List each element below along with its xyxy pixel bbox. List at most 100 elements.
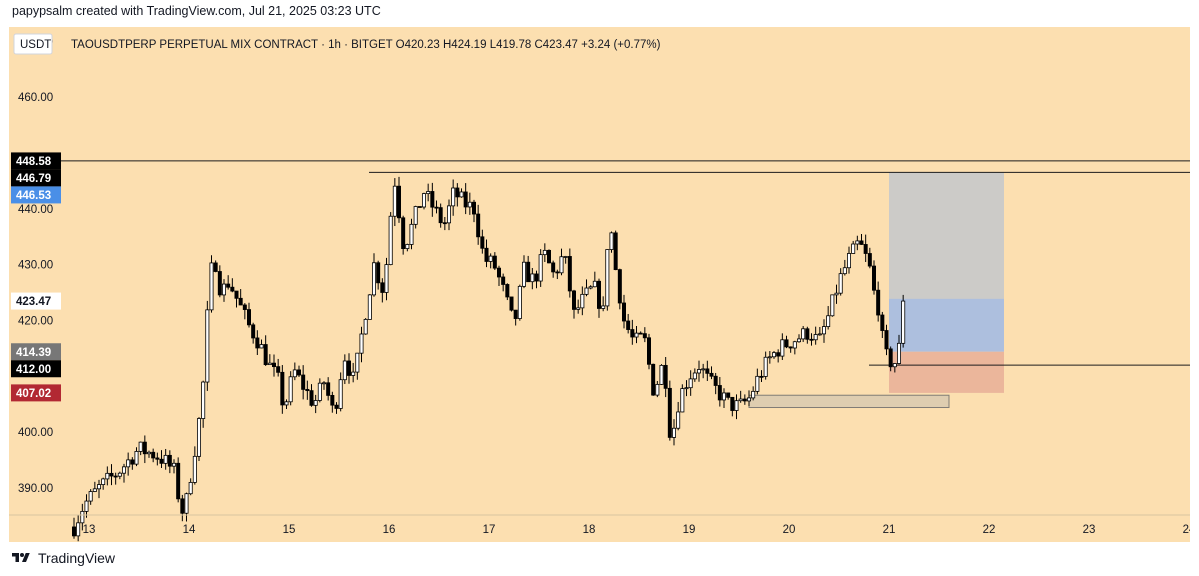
candle-up xyxy=(80,510,85,524)
candle-down xyxy=(230,286,235,292)
candle-down xyxy=(251,324,256,339)
chart-credit: papypsalm created with TradingView.com, … xyxy=(12,4,381,18)
candle-up xyxy=(126,459,131,468)
candle-down xyxy=(434,206,439,209)
candle-up xyxy=(409,223,414,245)
candle-up xyxy=(655,384,660,396)
candle-up xyxy=(351,371,356,376)
candle-up xyxy=(851,243,856,254)
candle-up xyxy=(609,232,614,250)
candle-down xyxy=(484,247,489,262)
candle-up xyxy=(196,418,201,457)
candle-up xyxy=(817,333,822,336)
candle-down xyxy=(788,346,793,349)
price-tag-446.79 xyxy=(11,169,61,187)
price-tick-label: 460.00 xyxy=(18,92,53,104)
candle-down xyxy=(647,337,652,365)
candle-down xyxy=(255,337,260,349)
candle-down xyxy=(705,368,710,374)
candle-up xyxy=(672,427,677,438)
candle-down xyxy=(113,475,118,478)
candle-down xyxy=(471,201,476,215)
chart-header: USDT TAOUSDTPERP PERPETUAL MIX CONTRACT … xyxy=(13,33,661,55)
chart-area[interactable]: 470.00460.00440.00430.00420.00400.00390.… xyxy=(9,27,1190,542)
candle-up xyxy=(763,356,768,377)
price-tag-412.00 xyxy=(11,360,61,378)
candle-up xyxy=(834,292,839,296)
candle-down xyxy=(709,372,714,377)
tradingview-logo-icon xyxy=(12,553,30,562)
candle-up xyxy=(138,441,143,452)
candle-up xyxy=(842,267,847,275)
candle-up xyxy=(88,491,93,502)
candle-up xyxy=(459,191,464,198)
candle-up xyxy=(171,462,176,467)
candle-down xyxy=(159,458,164,464)
candle-up xyxy=(797,338,802,343)
candle-down xyxy=(888,348,893,368)
candle-down xyxy=(417,206,422,208)
price-tag-label: 423.47 xyxy=(16,296,51,308)
candle-down xyxy=(213,262,218,272)
candle-up xyxy=(467,201,472,208)
candle-down xyxy=(296,369,301,376)
time-tick-label: 13 xyxy=(83,524,96,536)
exchange: BITGET xyxy=(351,39,393,51)
candle-down xyxy=(613,232,618,271)
candle-up xyxy=(421,193,426,208)
candle-up xyxy=(313,400,318,406)
candle-down xyxy=(305,388,310,392)
candle-up xyxy=(697,369,702,374)
candle-up xyxy=(826,315,831,328)
price-chart[interactable]: 470.00460.00440.00430.00420.00400.00390.… xyxy=(9,27,1190,542)
candle-up xyxy=(388,215,393,266)
currency-label-box[interactable] xyxy=(13,33,53,55)
candle-up xyxy=(734,400,739,411)
candle-up xyxy=(530,273,535,283)
candle-up xyxy=(338,379,343,409)
candle-down xyxy=(380,282,385,293)
candle-down xyxy=(805,328,810,340)
candle-up xyxy=(367,294,372,320)
candle-up xyxy=(838,273,843,294)
candle-up xyxy=(76,522,81,537)
candle-up xyxy=(659,364,664,385)
candle-up xyxy=(901,300,906,344)
candle-down xyxy=(713,375,718,386)
candle-up xyxy=(413,206,418,225)
candle-up xyxy=(371,262,376,296)
time-tick-label: 21 xyxy=(883,524,896,536)
candle-down xyxy=(276,366,281,373)
candle-down xyxy=(876,289,881,316)
candle-down xyxy=(555,271,560,274)
candle-down xyxy=(238,297,243,306)
candle-down xyxy=(109,472,114,477)
candle-down xyxy=(180,498,185,514)
candle-down xyxy=(280,371,285,406)
candles xyxy=(72,176,906,542)
candle-down xyxy=(438,207,443,224)
candle-down xyxy=(730,396,735,411)
candle-down xyxy=(376,262,381,284)
candle-up xyxy=(146,451,151,455)
candle-down xyxy=(863,244,868,254)
candle-down xyxy=(226,283,231,288)
candle-down xyxy=(326,382,331,396)
candle-down xyxy=(492,255,497,269)
candle-up xyxy=(701,368,706,371)
candle-down xyxy=(867,253,872,267)
candle-up xyxy=(780,339,785,357)
candle-up xyxy=(92,488,97,492)
candle-up xyxy=(426,191,431,195)
candle-up xyxy=(259,344,264,349)
candle-down xyxy=(597,280,602,309)
price-axis: 470.00460.00440.00430.00420.00400.00390.… xyxy=(18,36,53,495)
candle-up xyxy=(405,244,410,249)
candle-up xyxy=(692,372,697,380)
price-tag-label: 446.53 xyxy=(16,190,51,202)
candle-down xyxy=(430,191,435,208)
candle-up xyxy=(767,356,772,359)
candle-up xyxy=(605,249,610,307)
candle-up xyxy=(676,411,681,429)
price-tick-label: 420.00 xyxy=(18,315,53,327)
